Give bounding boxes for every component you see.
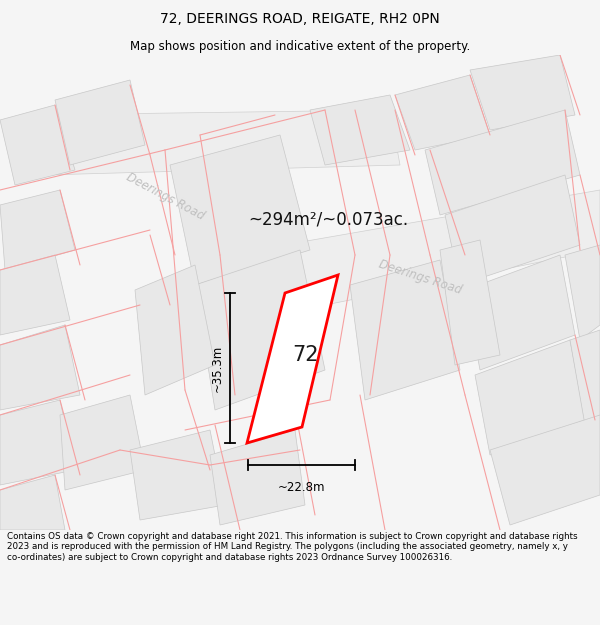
Polygon shape xyxy=(475,340,585,455)
Polygon shape xyxy=(0,325,80,410)
Polygon shape xyxy=(255,190,600,315)
Polygon shape xyxy=(195,250,325,410)
Text: 72, DEERINGS ROAD, REIGATE, RH2 0PN: 72, DEERINGS ROAD, REIGATE, RH2 0PN xyxy=(160,12,440,26)
Polygon shape xyxy=(60,395,145,490)
Polygon shape xyxy=(170,135,310,285)
Polygon shape xyxy=(247,275,338,443)
Polygon shape xyxy=(490,415,600,525)
Polygon shape xyxy=(570,330,600,425)
Polygon shape xyxy=(465,255,575,370)
Text: ~294m²/~0.073ac.: ~294m²/~0.073ac. xyxy=(248,211,408,229)
Polygon shape xyxy=(440,240,500,365)
Text: Deerings Road: Deerings Road xyxy=(124,171,206,223)
Text: Contains OS data © Crown copyright and database right 2021. This information is : Contains OS data © Crown copyright and d… xyxy=(7,532,578,562)
Polygon shape xyxy=(30,110,400,175)
Polygon shape xyxy=(445,175,580,285)
Text: ~22.8m: ~22.8m xyxy=(278,481,325,494)
Polygon shape xyxy=(470,55,575,130)
Polygon shape xyxy=(0,255,70,335)
Text: ~35.3m: ~35.3m xyxy=(211,344,223,392)
Polygon shape xyxy=(0,190,75,270)
Text: Deerings Road: Deerings Road xyxy=(377,258,463,297)
Polygon shape xyxy=(130,430,225,520)
Polygon shape xyxy=(0,105,75,185)
Polygon shape xyxy=(0,400,75,485)
Polygon shape xyxy=(395,75,490,150)
Text: 72: 72 xyxy=(292,345,318,365)
Text: Map shows position and indicative extent of the property.: Map shows position and indicative extent… xyxy=(130,39,470,52)
Polygon shape xyxy=(425,110,580,215)
Polygon shape xyxy=(565,245,600,340)
Polygon shape xyxy=(135,265,215,395)
Polygon shape xyxy=(55,80,145,165)
Polygon shape xyxy=(0,475,65,530)
Polygon shape xyxy=(310,95,410,165)
Polygon shape xyxy=(210,430,305,525)
Polygon shape xyxy=(350,260,460,400)
